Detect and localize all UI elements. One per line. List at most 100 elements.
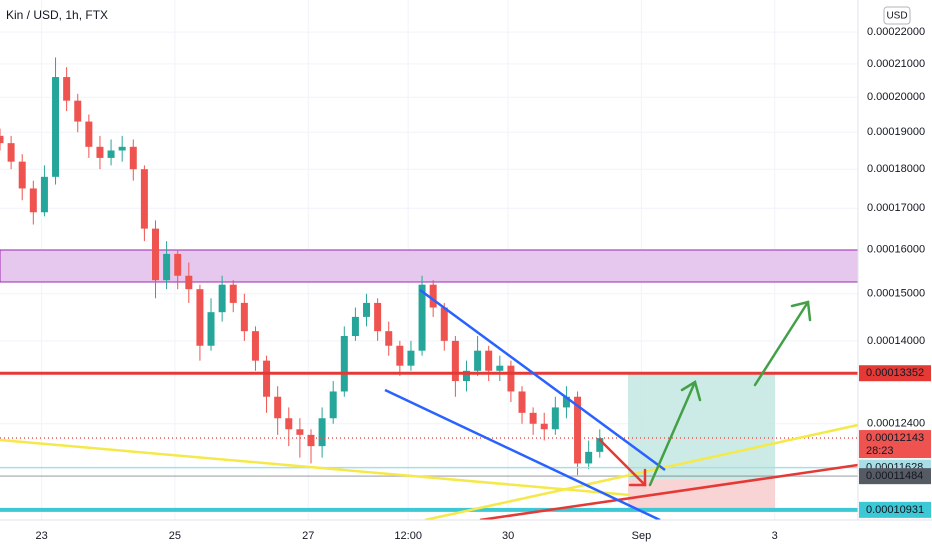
time-axis <box>0 520 858 550</box>
arrow <box>648 380 697 487</box>
candle-body <box>52 77 60 177</box>
candle-body <box>129 146 137 170</box>
candle-body <box>140 169 148 229</box>
y-tick-label: 0.00012400 <box>867 418 925 430</box>
candle-body <box>63 77 71 101</box>
arrow-head <box>790 300 812 322</box>
candle-body <box>7 143 15 162</box>
candle-body <box>229 284 237 303</box>
candle-body <box>440 307 448 341</box>
candle-body <box>407 350 415 366</box>
y-tick-label: 0.00018000 <box>867 163 925 175</box>
candle-body <box>296 429 304 435</box>
currency-label: USD <box>886 11 907 22</box>
candle-body <box>174 253 182 276</box>
y-tick-label: 0.00017000 <box>867 202 925 214</box>
trend-line <box>424 423 859 522</box>
price-label: 0.00013352 <box>866 367 924 379</box>
candle-body <box>507 365 515 392</box>
candle-body <box>185 275 193 290</box>
candle-body <box>151 228 159 281</box>
candle-body <box>462 370 470 382</box>
target-box <box>628 373 775 480</box>
price-label: 0.00010931 <box>866 504 924 516</box>
x-tick-label: 12:00 <box>394 530 422 542</box>
levels <box>0 371 858 512</box>
candle-body <box>429 284 437 308</box>
candle-body <box>118 146 126 151</box>
candle-body <box>96 146 104 158</box>
candle-body <box>451 340 459 382</box>
candle-body <box>263 360 271 397</box>
candle-body <box>196 289 204 346</box>
candle-body <box>0 135 4 144</box>
y-tick-label: 0.00015000 <box>867 288 925 300</box>
price-label-bg <box>859 468 931 485</box>
arrow <box>598 438 647 487</box>
candle-body <box>551 407 559 430</box>
candle-body <box>85 121 93 147</box>
x-tick-label: 27 <box>302 530 314 542</box>
price-label: 0.00011484 <box>866 470 923 482</box>
candle-body <box>596 438 604 452</box>
price-label: 0.00012143 <box>866 432 924 444</box>
candle-body <box>474 350 482 371</box>
arrow-head <box>680 380 702 402</box>
currency-button[interactable] <box>883 6 911 25</box>
x-tick-label: 25 <box>169 530 181 542</box>
y-tick-label: 0.00016000 <box>867 244 925 256</box>
y-tick-label: 0.00022000 <box>867 26 925 38</box>
trend-line <box>0 438 631 497</box>
x-tick-label: 23 <box>36 530 48 542</box>
candle-body <box>562 396 570 408</box>
candle-body <box>251 331 259 361</box>
trend-line <box>479 463 859 522</box>
candle-body <box>74 100 82 122</box>
candle-body <box>496 365 504 371</box>
arrow-head <box>628 468 647 487</box>
price-label-bg <box>859 430 931 459</box>
x-tick-label: 30 <box>502 530 514 542</box>
candle-body <box>218 284 226 313</box>
price-label-bg <box>859 501 931 518</box>
candle-body <box>418 284 426 351</box>
price-label-bg <box>859 365 931 382</box>
y-tick-label: 0.00019000 <box>867 126 925 138</box>
axes: 0.00022000 0.00021000 0.00020000 0.00019000… <box>36 26 926 542</box>
candle-body <box>307 434 315 447</box>
candle-body <box>285 418 293 430</box>
candle-body <box>240 302 248 332</box>
candle-body <box>485 350 493 371</box>
candle-body <box>107 150 115 158</box>
candle-body <box>329 391 337 419</box>
candle-body <box>29 188 37 213</box>
resistance-zone <box>0 249 859 283</box>
arrow <box>753 300 810 387</box>
candle-body <box>340 335 348 392</box>
y-tick-label: 0.00021000 <box>867 58 925 70</box>
channel-line <box>384 388 661 522</box>
candle-body <box>585 451 593 464</box>
candle-body <box>540 423 548 430</box>
candle-body <box>363 302 371 317</box>
countdown: 28:23 <box>866 445 894 457</box>
x-tick-label: 3 <box>772 530 778 542</box>
candle-body <box>163 253 171 281</box>
candle-body <box>40 176 48 213</box>
candle-body <box>374 302 382 332</box>
candle-body <box>351 316 359 336</box>
level-labels: 0.000133520.0001214328:230.000116280.000… <box>859 365 931 518</box>
candle-body <box>207 312 215 346</box>
candle-body <box>518 391 526 413</box>
chart-title: Kin / USD, 1h, FTX <box>6 8 108 22</box>
channel-line <box>419 288 666 472</box>
arrows <box>598 300 812 487</box>
candle-body <box>318 418 326 447</box>
price-axis <box>858 0 932 550</box>
candle-body <box>18 161 26 189</box>
x-tick-label: Sep <box>632 530 652 542</box>
candle-body <box>385 331 393 346</box>
y-tick-label: 0.00020000 <box>867 91 925 103</box>
y-tick-label: 0.00014000 <box>867 335 925 347</box>
